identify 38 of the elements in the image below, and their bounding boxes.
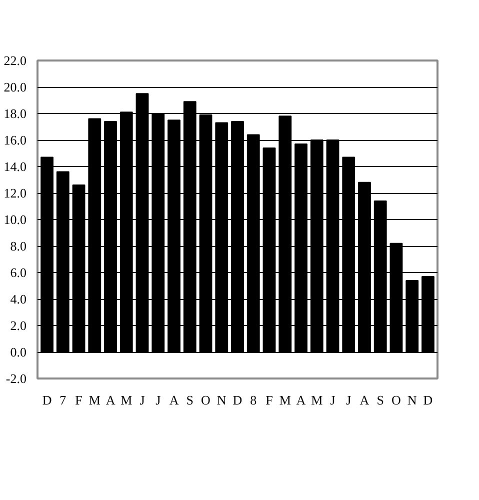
x-tick-label: S bbox=[186, 392, 194, 408]
y-tick-label: 2.0 bbox=[10, 318, 26, 333]
x-tick-label: N bbox=[216, 392, 227, 408]
y-tick-label: 0.0 bbox=[10, 344, 26, 360]
x-tick-label: S bbox=[376, 392, 384, 408]
x-tick-label: F bbox=[266, 392, 273, 408]
x-tick-label: D bbox=[232, 392, 242, 408]
y-tick-label: -2.0 bbox=[6, 371, 27, 386]
x-tick-label: A bbox=[296, 392, 306, 408]
x-tick-label: A bbox=[360, 392, 370, 408]
y-tick-label: 22.0 bbox=[4, 53, 26, 68]
y-tick-label: 12.0 bbox=[4, 186, 26, 200]
x-tick-label: A bbox=[106, 392, 116, 408]
y-tick-label: 6.0 bbox=[10, 265, 26, 280]
x-tick-label: F bbox=[75, 392, 82, 408]
x-tick-label: D bbox=[42, 392, 52, 408]
x-tick-label: 8 bbox=[250, 392, 257, 408]
x-tick-label: O bbox=[392, 392, 401, 408]
y-tick-label: 8.0 bbox=[10, 238, 26, 254]
y-tick-label: 4.0 bbox=[10, 292, 26, 306]
x-tick-label: A bbox=[169, 392, 180, 408]
y-tick-label: 14.0 bbox=[4, 159, 26, 174]
x-tick-label: J bbox=[346, 392, 352, 408]
x-tick-label: N bbox=[407, 392, 418, 408]
x-tick-label: M bbox=[88, 392, 101, 408]
x-tick-label: J bbox=[156, 392, 161, 408]
y-tick-label: 10.0 bbox=[4, 212, 26, 227]
x-tick-label: 7 bbox=[60, 392, 67, 408]
x-tick-label: M bbox=[120, 392, 133, 408]
x-tick-label: D bbox=[423, 392, 433, 408]
x-tick-label: M bbox=[311, 392, 324, 408]
x-tick-label: J bbox=[330, 392, 336, 408]
y-tick-label: 16.0 bbox=[4, 132, 26, 148]
x-tick-label: J bbox=[140, 392, 145, 408]
x-tick-label: M bbox=[279, 392, 292, 408]
y-tick-label: 18.0 bbox=[4, 106, 26, 121]
y-tick-label: 20.0 bbox=[4, 80, 26, 94]
x-tick-label: O bbox=[201, 392, 210, 408]
